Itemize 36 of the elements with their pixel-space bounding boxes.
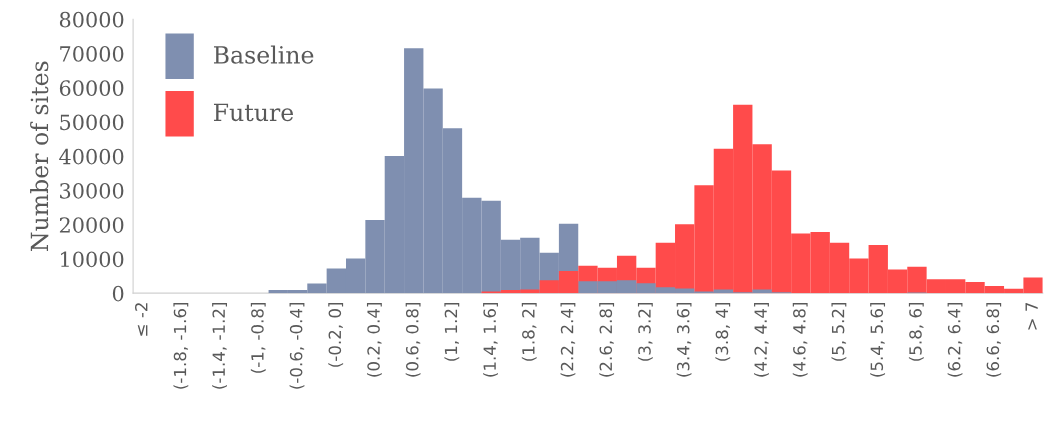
legend-label: Future [213, 103, 294, 122]
y-tick-label: 20000 [59, 217, 124, 233]
x-tick-label: (6.6, 6.8] [986, 302, 1002, 377]
x-tick-label: (1.4, 1.6] [483, 302, 498, 377]
x-tick-label: (-0.2, 0] [328, 302, 344, 367]
y-tick-label: 60000 [59, 80, 124, 96]
x-tick-label: (4.2, 4.4] [754, 302, 769, 377]
y-tick-label: 10000 [61, 251, 124, 268]
y-axis-title: Number of sites [30, 61, 49, 251]
x-tick-label: (-0.6, -0.4] [289, 302, 305, 389]
x-tick-label: ≤ -2 [135, 303, 148, 336]
y-tick-label: 50000 [60, 114, 124, 131]
x-tick-label: (2.2, 2.4] [560, 302, 576, 377]
y-tick-label: 40000 [59, 148, 124, 165]
x-tick-label: (4.6, 4.8] [792, 302, 808, 377]
x-tick-label: (-1.8, -1.6] [173, 302, 189, 389]
y-tick-label: 0 [112, 285, 124, 302]
x-tick-label: (1.8, 2] [521, 302, 537, 361]
x-tick-label: (5, 5.2] [831, 302, 847, 361]
x-tick-label: (-1, -0.8] [250, 302, 266, 373]
y-tick-label: 80000 [59, 11, 124, 28]
x-tick-label: (3.8, 4] [715, 302, 731, 361]
x-tick-label: (1, 1.2] [444, 302, 460, 361]
y-tick-label: 70000 [60, 45, 124, 62]
x-tick-label: (5.8, 6] [908, 302, 924, 361]
x-tick-label: (6.2, 6.4] [947, 302, 963, 377]
y-tick-label: 30000 [60, 182, 124, 199]
x-tick-label: (2.6, 2.8] [599, 302, 615, 377]
x-tick-label: (0.2, 0.4] [366, 302, 382, 377]
x-tick-label: (5.4, 5.6] [870, 302, 886, 377]
x-tick-label: > 7 [1025, 302, 1038, 330]
x-tick-label: (-1.4, -1.2] [212, 302, 227, 389]
x-tick-label: (0.6, 0.8] [405, 302, 421, 377]
x-tick-label: (3.4, 3.6] [676, 302, 692, 377]
x-tick-label: (3, 3.2] [637, 302, 653, 361]
legend-label: Baseline [213, 45, 314, 64]
